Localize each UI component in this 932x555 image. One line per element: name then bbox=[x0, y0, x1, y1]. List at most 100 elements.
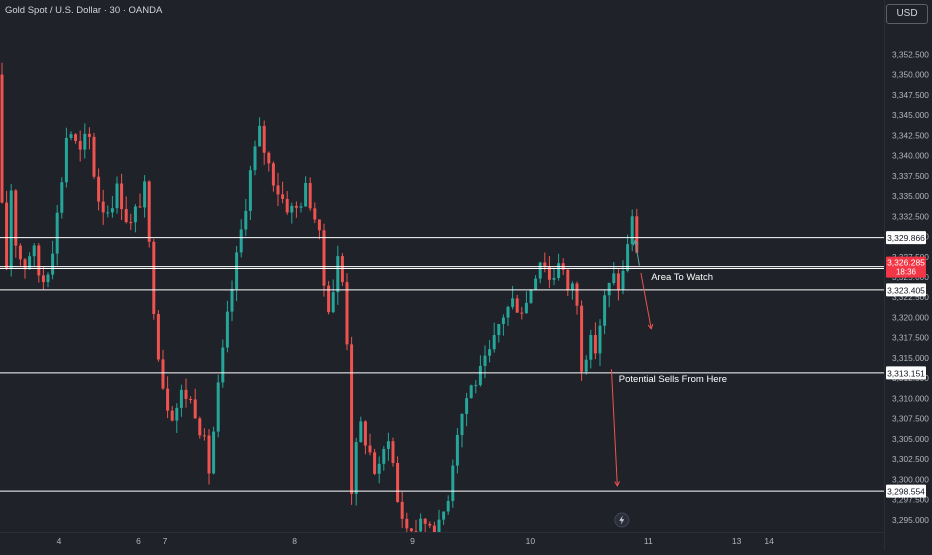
candle-body bbox=[124, 209, 128, 223]
symbol-title: Gold Spot / U.S. Dollar · 30 · OANDA bbox=[5, 5, 163, 16]
candle-body bbox=[359, 421, 363, 443]
candle-body bbox=[281, 194, 285, 199]
candle-body bbox=[5, 202, 9, 269]
candle-body bbox=[129, 222, 133, 224]
candle-body bbox=[87, 133, 91, 137]
price-tick-label: 3,322.500 bbox=[892, 292, 929, 302]
candle-body bbox=[166, 388, 170, 411]
candle-body bbox=[478, 365, 482, 386]
candle-body bbox=[299, 206, 303, 208]
candle-body bbox=[115, 183, 119, 209]
candle-body bbox=[276, 185, 280, 195]
candle-body bbox=[423, 518, 427, 524]
candle-body bbox=[570, 283, 574, 291]
level-price-tag bbox=[886, 283, 926, 297]
candle-body bbox=[538, 262, 542, 279]
time-axis-bg bbox=[0, 532, 884, 550]
candle-body bbox=[492, 335, 496, 350]
candle-body bbox=[97, 176, 101, 202]
horizontal-levels[interactable] bbox=[0, 237, 884, 492]
candle-body bbox=[184, 389, 188, 399]
arrow-shaft bbox=[640, 272, 652, 329]
price-tick-label: 3,300.000 bbox=[892, 474, 929, 484]
candle-body bbox=[51, 253, 55, 275]
price-tick-label: 3,340.000 bbox=[892, 151, 929, 161]
candle-body bbox=[520, 312, 524, 314]
candle-body bbox=[304, 183, 308, 207]
arrow-head bbox=[647, 323, 654, 330]
candle-body bbox=[138, 206, 142, 208]
candle-body bbox=[368, 445, 372, 453]
candle-body bbox=[630, 216, 634, 245]
time-axis[interactable]: 4 6 7 8 9 10 11 13 14 bbox=[0, 532, 884, 550]
candle-body bbox=[156, 314, 160, 360]
candle-body bbox=[589, 335, 593, 360]
candle-body bbox=[216, 382, 220, 432]
candle-body bbox=[189, 398, 193, 400]
candle-body bbox=[253, 146, 257, 171]
level-price-label: 3,329.866 bbox=[887, 233, 925, 243]
candle-body bbox=[23, 259, 27, 270]
candle-body bbox=[580, 305, 584, 372]
time-tick-label: 14 bbox=[764, 536, 774, 546]
candle-body bbox=[584, 359, 588, 372]
candle-body bbox=[60, 182, 64, 213]
level-price-labels: 3,329.8663,326.0573,323.4053,313.1513,29… bbox=[886, 231, 926, 498]
candle-body bbox=[78, 140, 82, 150]
candle-body bbox=[345, 282, 349, 345]
arrow-head bbox=[614, 481, 620, 487]
candle-body bbox=[524, 302, 528, 314]
time-tick-label: 9 bbox=[410, 536, 415, 546]
candle-body bbox=[414, 531, 418, 533]
arrow-shaft bbox=[610, 369, 618, 486]
candle-body bbox=[405, 518, 409, 529]
candle-body bbox=[18, 245, 22, 260]
candle-body bbox=[575, 283, 579, 306]
currency-button[interactable]: USD bbox=[886, 4, 928, 24]
flash-icon[interactable] bbox=[614, 512, 630, 528]
candle-body bbox=[258, 125, 262, 147]
candle-body bbox=[327, 285, 331, 313]
candle-body bbox=[101, 201, 105, 213]
price-tick-label: 3,320.000 bbox=[892, 312, 929, 322]
candle-body bbox=[55, 212, 59, 254]
level-price-label: 3,313.151 bbox=[887, 368, 925, 378]
candle-body bbox=[193, 399, 197, 419]
candle-body bbox=[170, 410, 174, 421]
candle-body bbox=[331, 292, 335, 313]
candle-body bbox=[566, 269, 570, 291]
candle-body bbox=[446, 500, 450, 512]
candle-body bbox=[635, 216, 639, 253]
price-tick-label: 3,337.500 bbox=[892, 171, 929, 181]
candle-body bbox=[377, 463, 381, 474]
candle-body bbox=[626, 244, 630, 271]
candle-body bbox=[400, 501, 404, 519]
candle-body bbox=[483, 355, 487, 366]
candle-body bbox=[474, 385, 478, 387]
candle-body bbox=[437, 519, 441, 535]
candle-body bbox=[409, 528, 413, 532]
candle-body bbox=[460, 413, 464, 436]
candle-body bbox=[239, 229, 243, 253]
candle-body bbox=[152, 241, 156, 315]
price-tick-label: 3,310.000 bbox=[892, 393, 929, 403]
candle-body bbox=[230, 288, 234, 312]
flash-icon-glyph bbox=[619, 515, 625, 525]
candle-body bbox=[432, 525, 436, 535]
candle-body bbox=[511, 298, 515, 307]
candle-body bbox=[28, 256, 32, 270]
candle-body bbox=[110, 208, 114, 213]
candle-body bbox=[465, 398, 469, 414]
candle-body bbox=[336, 256, 340, 293]
price-tick-label: 3,345.000 bbox=[892, 110, 929, 120]
candle-body bbox=[308, 183, 312, 209]
candle-body bbox=[294, 205, 298, 208]
candle-body bbox=[212, 431, 216, 474]
candle-body bbox=[179, 389, 183, 408]
candle-body bbox=[612, 273, 616, 283]
candle-body bbox=[451, 465, 455, 501]
candle-body bbox=[271, 163, 275, 186]
candle-body bbox=[248, 170, 252, 211]
